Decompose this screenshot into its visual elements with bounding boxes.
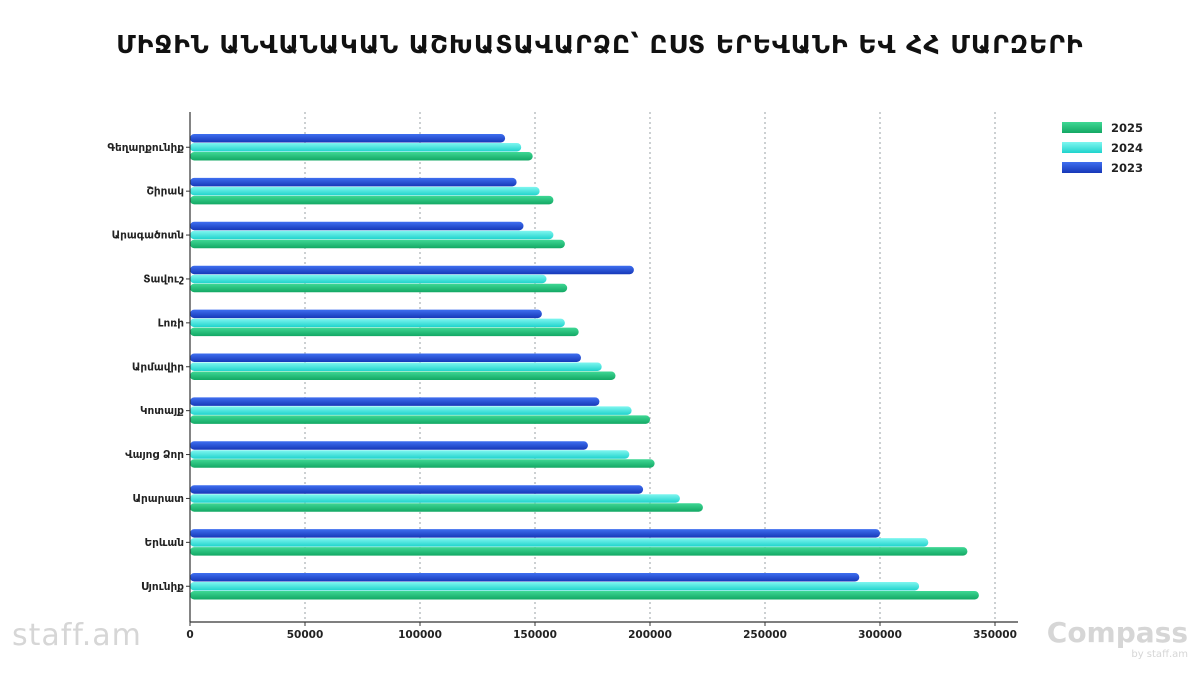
bar-2024-10 xyxy=(190,538,929,547)
compass-logo-text: Compass xyxy=(1046,616,1188,649)
bar-2023-4 xyxy=(190,265,634,275)
category-label: Արագածոտն xyxy=(112,230,184,242)
bar-2023-8 xyxy=(190,441,588,450)
bar-2024-6 xyxy=(190,362,602,371)
bar-2025-4 xyxy=(190,283,568,293)
x-tick-label: 300000 xyxy=(858,629,902,641)
bar-2025-3 xyxy=(190,239,565,249)
category-label: Շիրակ xyxy=(146,186,184,198)
bar-2024-2 xyxy=(190,186,540,196)
legend-label-2025: 2025 xyxy=(1111,121,1143,135)
legend-swatch-2025 xyxy=(1062,122,1102,133)
bar-2024-3 xyxy=(190,230,554,240)
compass-logo-sub: by staff.am xyxy=(1131,649,1188,660)
category-label: Վայոց Ձոր xyxy=(125,449,184,461)
category-label: Գեղարքունիք xyxy=(107,142,184,154)
category-label: Արմավիր xyxy=(132,361,184,373)
chart-title: ՄԻՋԻՆ ԱՆՎԱՆԱԿԱՆ ԱՇԽԱՏԱՎԱՐՁԸ՝ ԸՍՏ ԵՐԵՎԱՆԻ… xyxy=(116,30,1084,59)
bar-2024-11 xyxy=(190,582,920,591)
category-label: Արարատ xyxy=(132,493,184,505)
x-tick-label: 350000 xyxy=(973,629,1017,641)
bar-2024-5 xyxy=(190,318,565,328)
category-label: Լոռի xyxy=(158,317,184,329)
legend-label-2023: 2023 xyxy=(1111,161,1143,175)
x-tick-label: 100000 xyxy=(398,629,442,641)
bar-2025-8 xyxy=(190,459,655,468)
bar-2023-1 xyxy=(190,134,506,143)
bar-2023-3 xyxy=(190,221,524,231)
x-tick-label: 250000 xyxy=(743,629,787,641)
bar-2023-5 xyxy=(190,309,542,319)
category-label: Տավուշ xyxy=(143,273,184,285)
bar-2025-10 xyxy=(190,547,968,556)
bar-2024-1 xyxy=(190,143,522,152)
legend-swatch-2024 xyxy=(1062,142,1102,153)
bar-2025-5 xyxy=(190,327,579,337)
staff-am-logo: staff.am xyxy=(12,618,142,653)
bar-2025-1 xyxy=(190,152,533,161)
bar-2023-10 xyxy=(190,529,880,538)
legend-swatch-2023 xyxy=(1062,162,1102,173)
bar-2024-7 xyxy=(190,406,632,415)
bars xyxy=(190,134,979,600)
bar-2023-6 xyxy=(190,353,581,362)
bar-2025-6 xyxy=(190,371,616,380)
bar-2024-4 xyxy=(190,274,547,284)
category-label: Կոտայք xyxy=(140,405,184,417)
bar-2025-7 xyxy=(190,415,650,424)
bar-2024-8 xyxy=(190,450,630,459)
bar-2023-2 xyxy=(190,177,517,187)
bar-2025-11 xyxy=(190,591,979,600)
x-tick-label: 50000 xyxy=(287,629,324,641)
x-tick-label: 0 xyxy=(186,629,193,641)
bar-2023-7 xyxy=(190,397,600,406)
category-label: Սյունիք xyxy=(141,581,184,593)
compass-logo: Compass by staff.am xyxy=(1046,616,1188,661)
bar-2024-9 xyxy=(190,494,680,503)
bar-2025-2 xyxy=(190,195,554,205)
bar-2023-9 xyxy=(190,485,644,494)
bar-2025-9 xyxy=(190,503,703,512)
x-tick-label: 200000 xyxy=(628,629,672,641)
legend: 2025 2024 2023 xyxy=(1062,121,1143,175)
x-tick-label: 150000 xyxy=(513,629,557,641)
legend-label-2024: 2024 xyxy=(1111,141,1143,155)
axes: 0 50000 100000 150000 200000 250000 300000 3500… xyxy=(107,112,1018,641)
category-label: Երևան xyxy=(144,537,184,549)
bar-2023-11 xyxy=(190,573,860,582)
